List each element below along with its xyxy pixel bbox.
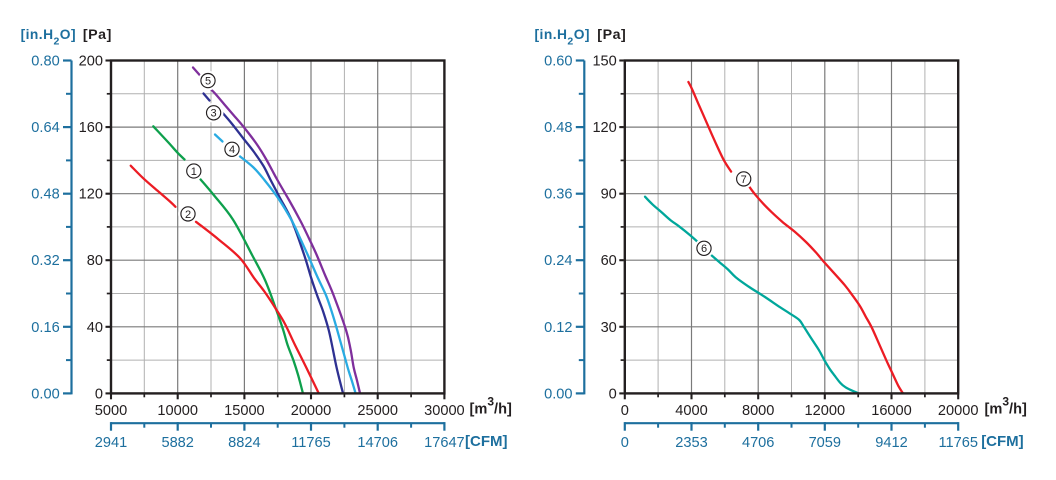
svg-text:4000: 4000 — [675, 403, 707, 419]
svg-text:8000: 8000 — [742, 403, 774, 419]
svg-text:7059: 7059 — [809, 435, 841, 451]
svg-text:4706: 4706 — [742, 435, 774, 451]
svg-text:160: 160 — [79, 120, 103, 136]
svg-text:60: 60 — [601, 253, 617, 269]
svg-text:0: 0 — [621, 403, 629, 419]
svg-text:14706: 14706 — [357, 435, 398, 451]
svg-text:2: 2 — [185, 209, 191, 221]
svg-text:0.80: 0.80 — [31, 54, 59, 70]
svg-text:0.64: 0.64 — [31, 120, 59, 136]
svg-text:2353: 2353 — [675, 435, 707, 451]
svg-text:11765: 11765 — [938, 435, 978, 451]
svg-text:2941: 2941 — [95, 435, 127, 451]
svg-text:0: 0 — [609, 386, 617, 402]
svg-text:0.36: 0.36 — [544, 187, 572, 203]
svg-text:17647: 17647 — [424, 435, 465, 451]
svg-text:12000: 12000 — [805, 403, 846, 419]
svg-text:[Pa]: [Pa] — [83, 27, 112, 43]
svg-text:0.48: 0.48 — [31, 187, 59, 203]
svg-text:4: 4 — [229, 144, 235, 156]
svg-text:80: 80 — [87, 253, 103, 269]
svg-text:90: 90 — [601, 187, 617, 203]
svg-text:120: 120 — [592, 120, 616, 136]
svg-text:8824: 8824 — [228, 435, 260, 451]
svg-text:0.60: 0.60 — [544, 54, 572, 70]
svg-text:5882: 5882 — [161, 435, 193, 451]
svg-text:0.32: 0.32 — [31, 253, 59, 269]
svg-text:0.48: 0.48 — [544, 120, 572, 136]
svg-text:[Pa]: [Pa] — [597, 27, 626, 43]
svg-text:1: 1 — [191, 166, 197, 178]
svg-text:30: 30 — [601, 320, 617, 336]
svg-text:150: 150 — [592, 54, 616, 70]
svg-text:[CFM]: [CFM] — [981, 433, 1023, 450]
svg-text:5000: 5000 — [95, 403, 127, 419]
svg-text:5: 5 — [205, 76, 211, 88]
svg-text:[CFM]: [CFM] — [465, 433, 507, 450]
svg-text:20000: 20000 — [291, 403, 332, 419]
svg-text:0.00: 0.00 — [544, 386, 572, 402]
svg-text:0: 0 — [95, 386, 103, 402]
svg-text:10000: 10000 — [157, 403, 198, 419]
svg-text:20000: 20000 — [938, 403, 979, 419]
svg-text:25000: 25000 — [357, 403, 398, 419]
svg-text:11765: 11765 — [291, 435, 331, 451]
svg-text:15000: 15000 — [224, 403, 265, 419]
svg-text:0.12: 0.12 — [544, 320, 572, 336]
svg-text:0.00: 0.00 — [31, 386, 59, 402]
svg-text:9412: 9412 — [875, 435, 907, 451]
svg-text:0: 0 — [621, 435, 629, 451]
svg-text:120: 120 — [79, 187, 103, 203]
svg-text:0.24: 0.24 — [544, 253, 572, 269]
svg-text:30000: 30000 — [424, 403, 465, 419]
svg-text:40: 40 — [87, 320, 103, 336]
svg-text:6: 6 — [701, 243, 707, 255]
svg-text:0.16: 0.16 — [31, 320, 59, 336]
svg-text:16000: 16000 — [871, 403, 912, 419]
svg-text:200: 200 — [79, 54, 103, 70]
svg-text:3: 3 — [211, 108, 217, 120]
svg-text:7: 7 — [741, 174, 747, 186]
